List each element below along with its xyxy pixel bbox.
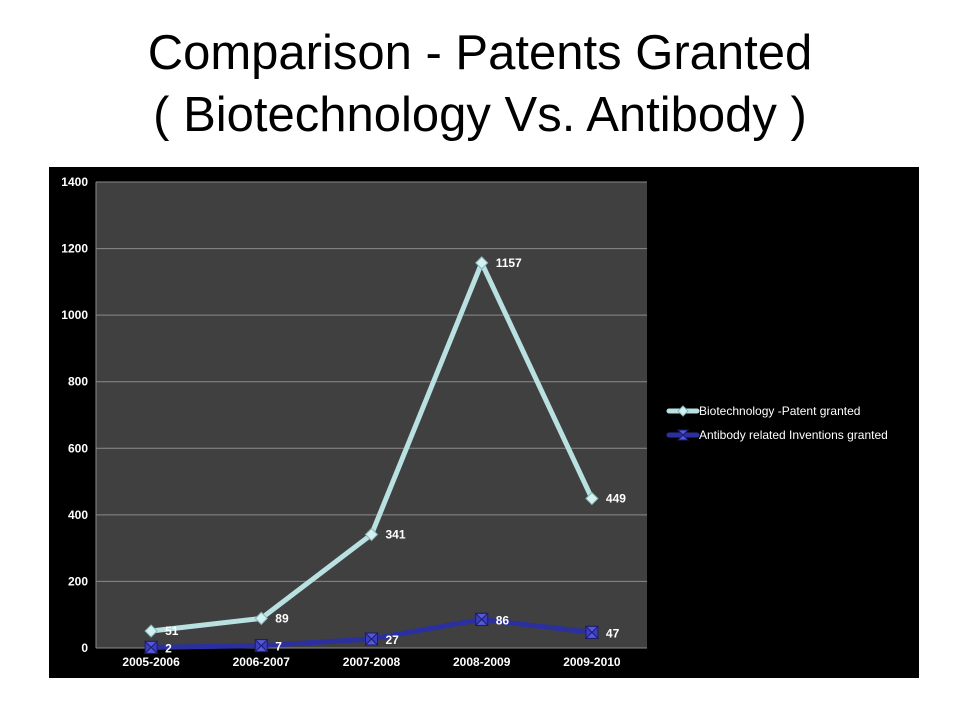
data-label: 7 <box>275 640 282 654</box>
x-tick-label: 2006-2007 <box>233 655 291 669</box>
y-tick-label: 800 <box>68 375 88 389</box>
y-tick-label: 400 <box>68 508 88 522</box>
y-tick-label: 0 <box>81 641 88 655</box>
data-label: 2 <box>165 641 172 655</box>
slide-title: Comparison - Patents Granted ( Biotechno… <box>0 22 960 146</box>
legend-marker <box>676 429 690 441</box>
x-tick-label: 2005-2006 <box>122 655 180 669</box>
data-label: 449 <box>606 492 626 506</box>
data-label: 86 <box>496 613 510 627</box>
data-point-marker <box>585 491 599 506</box>
title-line-1: Comparison - Patents Granted <box>147 26 813 80</box>
y-tick-label: 600 <box>68 441 88 455</box>
data-point-marker-inner <box>474 612 489 626</box>
chart-area: 0 200 400 600 800 1000 1200 1400 2005-2006 2006-2… <box>49 167 919 678</box>
data-label: 27 <box>386 633 400 647</box>
data-label: 341 <box>386 527 406 541</box>
x-tick-label: 2009-2010 <box>563 655 621 669</box>
data-label: 47 <box>606 626 620 640</box>
y-tick-label: 1200 <box>61 242 88 256</box>
data-point-marker <box>254 611 269 626</box>
data-point-marker <box>474 256 489 270</box>
data-point-marker-inner <box>584 625 600 639</box>
legend-label: Biotechnology -Patent granted <box>699 404 860 418</box>
y-tick-label: 1000 <box>61 308 88 322</box>
legend-marker <box>677 405 689 417</box>
title-line-2: ( Biotechnology Vs. Antibody ) <box>153 88 807 142</box>
legend-label: Antibody related Inventions granted <box>699 428 888 442</box>
data-point-marker-inner <box>364 632 379 646</box>
y-tick-label: 200 <box>68 574 88 588</box>
plot-background <box>96 182 647 648</box>
data-label: 1157 <box>496 256 522 270</box>
x-tick-label: 2008-2009 <box>453 655 511 669</box>
data-point-marker <box>144 624 158 638</box>
y-tick-label: 1400 <box>61 175 88 189</box>
data-label: 51 <box>165 624 179 638</box>
data-point-marker-inner <box>143 640 159 654</box>
x-tick-label: 2007-2008 <box>343 655 401 669</box>
data-label: 89 <box>275 611 289 625</box>
line-chart: 0 200 400 600 800 1000 1200 1400 2005-2006 2006-2… <box>61 175 888 669</box>
data-point-marker-inner <box>254 639 269 653</box>
data-point-marker <box>364 527 379 542</box>
